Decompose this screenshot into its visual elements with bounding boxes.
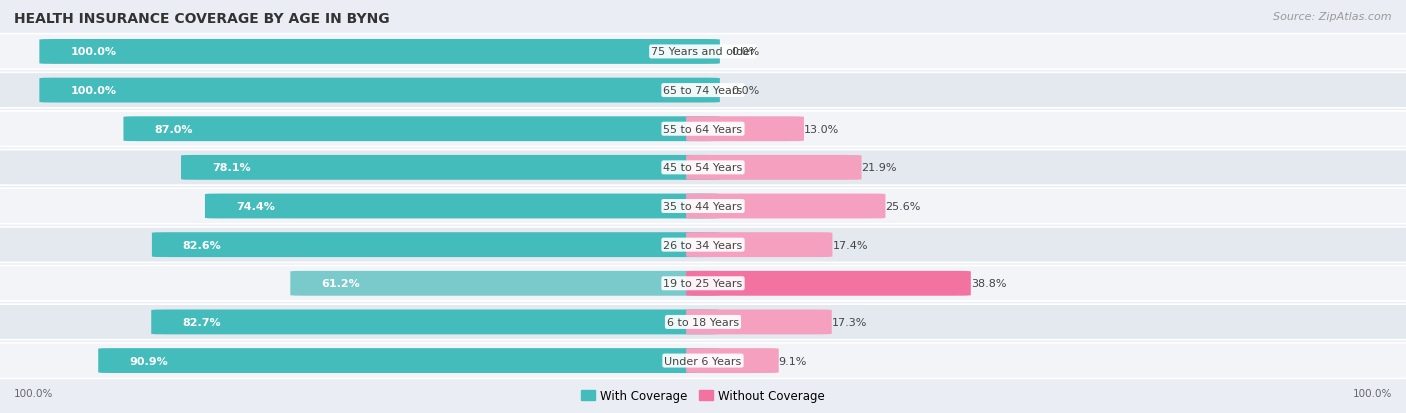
Text: 82.7%: 82.7% — [183, 317, 221, 327]
Text: 0.0%: 0.0% — [731, 47, 759, 57]
FancyBboxPatch shape — [686, 117, 804, 142]
FancyBboxPatch shape — [0, 343, 1406, 378]
Legend: With Coverage, Without Coverage: With Coverage, Without Coverage — [576, 385, 830, 407]
FancyBboxPatch shape — [0, 112, 1406, 147]
FancyBboxPatch shape — [0, 266, 1406, 301]
FancyBboxPatch shape — [686, 156, 862, 180]
Text: 19 to 25 Years: 19 to 25 Years — [664, 279, 742, 289]
FancyBboxPatch shape — [686, 233, 832, 257]
Text: 9.1%: 9.1% — [779, 356, 807, 366]
Text: 78.1%: 78.1% — [212, 163, 250, 173]
Text: 0.0%: 0.0% — [731, 86, 759, 96]
FancyBboxPatch shape — [0, 150, 1406, 186]
FancyBboxPatch shape — [98, 348, 720, 373]
Text: 82.6%: 82.6% — [183, 240, 222, 250]
Text: 25.6%: 25.6% — [886, 202, 921, 211]
FancyBboxPatch shape — [39, 78, 720, 103]
Text: 38.8%: 38.8% — [970, 279, 1007, 289]
FancyBboxPatch shape — [0, 227, 1406, 263]
FancyBboxPatch shape — [686, 271, 970, 296]
Text: HEALTH INSURANCE COVERAGE BY AGE IN BYNG: HEALTH INSURANCE COVERAGE BY AGE IN BYNG — [14, 12, 389, 26]
FancyBboxPatch shape — [290, 271, 720, 296]
Text: 87.0%: 87.0% — [155, 124, 193, 134]
Text: 65 to 74 Years: 65 to 74 Years — [664, 86, 742, 96]
FancyBboxPatch shape — [0, 304, 1406, 340]
FancyBboxPatch shape — [0, 73, 1406, 109]
FancyBboxPatch shape — [205, 194, 720, 219]
FancyBboxPatch shape — [39, 40, 720, 65]
Text: Under 6 Years: Under 6 Years — [665, 356, 741, 366]
FancyBboxPatch shape — [686, 194, 886, 219]
Text: 55 to 64 Years: 55 to 64 Years — [664, 124, 742, 134]
Text: 100.0%: 100.0% — [70, 86, 117, 96]
Text: 21.9%: 21.9% — [862, 163, 897, 173]
Text: 100.0%: 100.0% — [70, 47, 117, 57]
Text: 45 to 54 Years: 45 to 54 Years — [664, 163, 742, 173]
FancyBboxPatch shape — [152, 233, 720, 257]
Text: 61.2%: 61.2% — [321, 279, 360, 289]
Text: Source: ZipAtlas.com: Source: ZipAtlas.com — [1274, 12, 1392, 22]
FancyBboxPatch shape — [181, 156, 720, 180]
Text: 6 to 18 Years: 6 to 18 Years — [666, 317, 740, 327]
FancyBboxPatch shape — [686, 310, 832, 335]
FancyBboxPatch shape — [686, 348, 779, 373]
FancyBboxPatch shape — [152, 310, 720, 335]
Text: 35 to 44 Years: 35 to 44 Years — [664, 202, 742, 211]
Text: 100.0%: 100.0% — [1353, 388, 1392, 398]
Text: 26 to 34 Years: 26 to 34 Years — [664, 240, 742, 250]
FancyBboxPatch shape — [0, 35, 1406, 70]
Text: 13.0%: 13.0% — [804, 124, 839, 134]
Text: 74.4%: 74.4% — [236, 202, 274, 211]
Text: 75 Years and older: 75 Years and older — [651, 47, 755, 57]
FancyBboxPatch shape — [124, 117, 720, 142]
Text: 90.9%: 90.9% — [129, 356, 167, 366]
Text: 17.4%: 17.4% — [832, 240, 868, 250]
Text: 100.0%: 100.0% — [14, 388, 53, 398]
FancyBboxPatch shape — [0, 189, 1406, 224]
Text: 17.3%: 17.3% — [832, 317, 868, 327]
